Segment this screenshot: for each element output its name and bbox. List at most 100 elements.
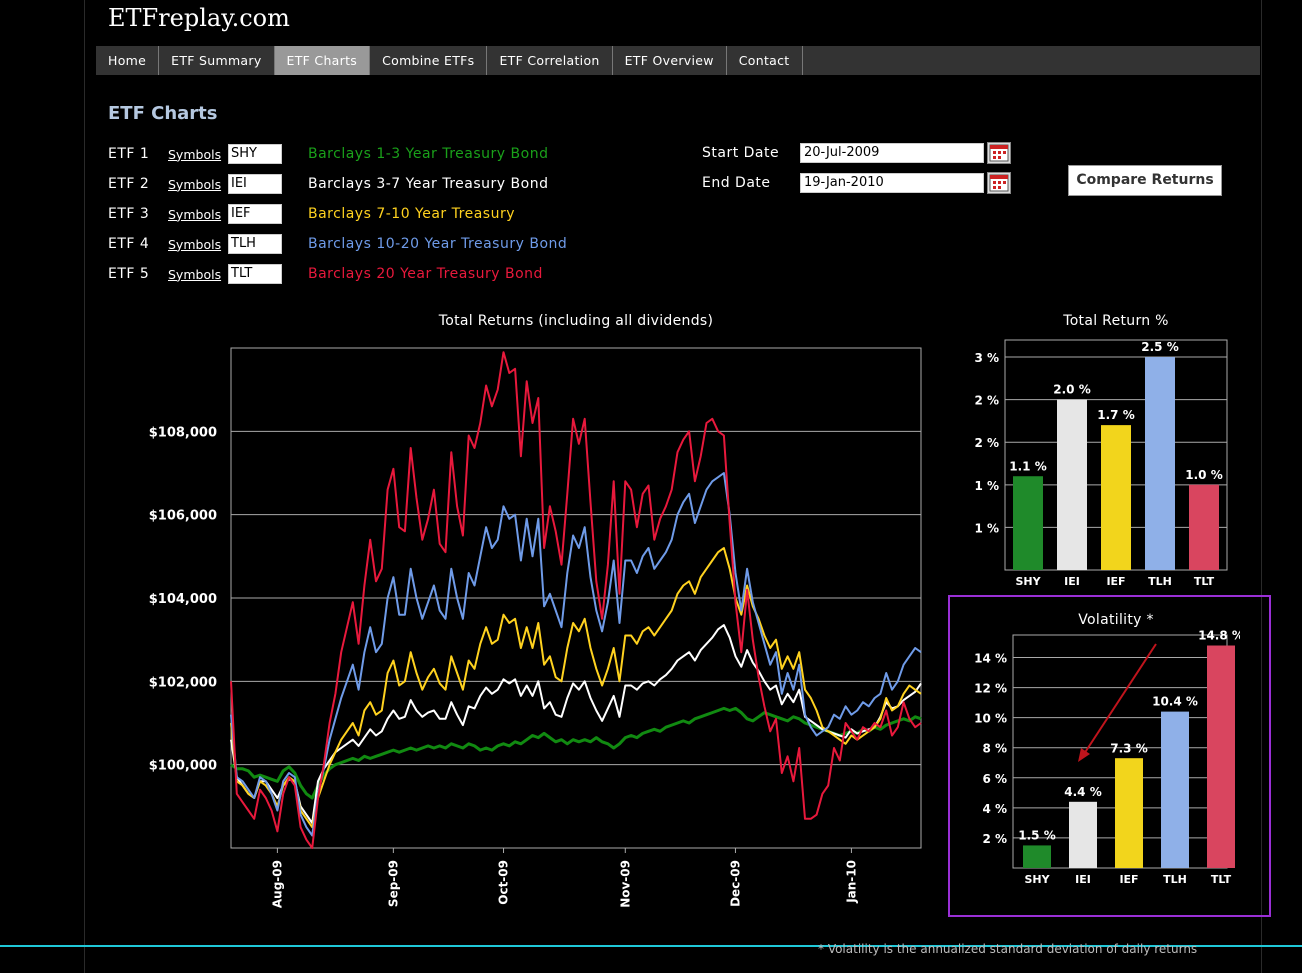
y-tick-label: 3 % <box>974 351 999 365</box>
x-tick-label: Sep-09 <box>386 860 400 907</box>
calendar-icon[interactable] <box>987 142 1011 164</box>
y-tick-label: $106,000 <box>149 509 217 524</box>
x-tick-label: TLH <box>1148 575 1172 588</box>
bar-shine-shy <box>1013 476 1043 570</box>
y-tick-label: 10 % <box>974 712 1007 726</box>
y-tick-label: 6 % <box>982 772 1007 786</box>
x-tick-label: SHY <box>1024 873 1050 886</box>
etf-label: ETF 2 <box>108 176 150 192</box>
nav-etf-correlation[interactable]: ETF Correlation <box>487 46 613 75</box>
main-nav: Home ETF Summary ETF Charts Combine ETFs… <box>96 46 1260 75</box>
series-line-shy <box>230 706 922 800</box>
y-tick-label: $104,000 <box>149 592 217 607</box>
nav-home[interactable]: Home <box>96 46 160 75</box>
nav-etf-overview[interactable]: ETF Overview <box>613 46 727 75</box>
start-date-input[interactable]: 20-Jul-2009 <box>800 143 984 163</box>
x-tick-label: IEI <box>1075 873 1091 886</box>
bar-value-label: 1.5 % <box>1018 828 1055 842</box>
total-returns-chart: $100,000 $102,000 $104,000 $106,000 $108,000… <box>149 347 922 908</box>
nav-combine-etfs[interactable]: Combine ETFs <box>370 46 488 75</box>
bar-shine-iei <box>1069 801 1097 868</box>
bar-value-label: 10.4 % <box>1152 695 1198 709</box>
y-tick-label: 2 % <box>974 394 999 408</box>
bar-shine-iei <box>1057 399 1087 570</box>
symbol-input[interactable]: IEF <box>228 204 282 224</box>
series-line-ief <box>230 547 922 829</box>
etf-row: ETF 2 Symbols IEI Barclays 3-7 Year Trea… <box>108 173 548 195</box>
bar-value-label: 2.0 % <box>1053 383 1090 397</box>
footnote: * Volatility is the annualized standard … <box>818 942 1198 956</box>
total-return-chart-title: Total Return % <box>1063 313 1169 329</box>
annotation-arrow-line <box>1083 643 1157 755</box>
volatility-chart: 2 % 4 % 6 % 8 % 10 % 12 % 14 % 1.5 % SHY 4.4 % IEI… <box>974 630 1240 886</box>
x-tick-label: SHY <box>1015 575 1041 588</box>
symbols-link[interactable]: Symbols <box>168 146 222 162</box>
symbols-link[interactable]: Symbols <box>168 206 222 222</box>
symbols-link[interactable]: Symbols <box>168 176 222 192</box>
page-title: ETF Charts <box>108 103 218 124</box>
symbols-link[interactable]: Symbols <box>168 236 222 252</box>
x-tick-label: IEF <box>1119 873 1138 886</box>
end-date-input[interactable]: 19-Jan-2010 <box>800 173 984 193</box>
bar-shine-tlt <box>1189 484 1219 570</box>
x-tick-label: IEF <box>1106 575 1125 588</box>
y-tick-label: 14 % <box>974 652 1007 666</box>
y-tick-label: 2 % <box>982 832 1007 846</box>
bar-value-label: 2.5 % <box>1141 340 1178 354</box>
etf-name: Barclays 10-20 Year Treasury Bond <box>308 236 568 252</box>
etf-name: Barclays 3-7 Year Treasury Bond <box>308 176 549 192</box>
etf-row: ETF 4 Symbols TLH Barclays 10-20 Year Tr… <box>108 233 567 255</box>
calendar-icon[interactable] <box>987 172 1011 194</box>
y-tick-label: $100,000 <box>149 759 217 774</box>
volatility-panel <box>948 595 1271 917</box>
bar-shine-tlh <box>1145 357 1175 570</box>
etf-row: ETF 3 Symbols IEF Barclays 7-10 Year Tre… <box>108 203 515 225</box>
symbol-input[interactable]: IEI <box>228 174 282 194</box>
y-tick-label: 1 % <box>974 521 999 535</box>
footer-divider <box>0 945 1302 947</box>
x-tick-label: TLT <box>1211 873 1232 886</box>
symbol-input[interactable]: SHY <box>228 144 282 164</box>
series-line-tlh <box>230 472 922 837</box>
bar-shine-tlh <box>1161 711 1189 868</box>
x-tick-label: Aug-09 <box>270 860 284 908</box>
bar-value-label: 1.1 % <box>1009 459 1046 473</box>
symbol-input[interactable]: TLH <box>228 234 282 254</box>
etf-label: ETF 1 <box>108 146 150 162</box>
x-tick-label: Oct-09 <box>497 860 511 905</box>
y-tick-label: $108,000 <box>149 425 217 440</box>
x-tick-label: TLT <box>1194 575 1215 588</box>
etf-row: ETF 1 Symbols SHY Barclays 1-3 Year Trea… <box>108 143 548 165</box>
total-return-chart: 1 % 1 % 2 % 2 % 3 % 1.1 % SHY 2.0 % IEI 1.7 % IEF 2… <box>974 339 1228 588</box>
bar-value-label: 14.8 % <box>1198 630 1240 643</box>
symbol-input[interactable]: TLT <box>228 264 282 284</box>
bar-shine-ief <box>1115 758 1143 868</box>
y-tick-label: 8 % <box>982 742 1007 756</box>
nav-etf-summary[interactable]: ETF Summary <box>159 46 275 75</box>
nav-etf-charts[interactable]: ETF Charts <box>274 46 371 75</box>
bar-shine-tlt <box>1207 645 1235 868</box>
x-tick-label: IEI <box>1064 575 1080 588</box>
x-tick-label: Nov-09 <box>618 860 632 908</box>
site-logo[interactable]: ETFreplay.com <box>108 4 290 32</box>
etf-name: Barclays 1-3 Year Treasury Bond <box>308 146 549 162</box>
etf-name: Barclays 7-10 Year Treasury <box>308 206 515 222</box>
bar-value-label: 4.4 % <box>1064 785 1101 799</box>
bar-value-label: 7.3 % <box>1110 741 1147 755</box>
bar-value-label: 1.0 % <box>1185 468 1222 482</box>
etf-name: Barclays 20 Year Treasury Bond <box>308 266 543 282</box>
nav-contact[interactable]: Contact <box>727 46 803 75</box>
bar-value-label: 1.7 % <box>1097 408 1134 422</box>
y-tick-label: 2 % <box>974 436 999 450</box>
y-tick-label: 12 % <box>974 682 1007 696</box>
y-tick-label: 4 % <box>982 802 1007 816</box>
page-frame <box>84 0 1262 973</box>
etf-row: ETF 5 Symbols TLT Barclays 20 Year Treas… <box>108 263 543 285</box>
bar-shine-shy <box>1023 845 1051 868</box>
symbols-link[interactable]: Symbols <box>168 266 222 282</box>
line-chart-title: Total Returns (including all dividends) <box>438 313 714 329</box>
x-tick-label: Dec-09 <box>728 860 742 907</box>
bar-shine-ief <box>1101 425 1131 570</box>
start-date-label: Start Date <box>702 145 780 161</box>
compare-returns-button[interactable]: Compare Returns <box>1068 165 1222 196</box>
